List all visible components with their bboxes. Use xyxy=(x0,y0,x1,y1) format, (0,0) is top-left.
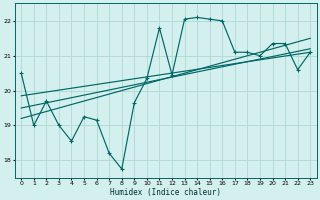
X-axis label: Humidex (Indice chaleur): Humidex (Indice chaleur) xyxy=(110,188,221,197)
